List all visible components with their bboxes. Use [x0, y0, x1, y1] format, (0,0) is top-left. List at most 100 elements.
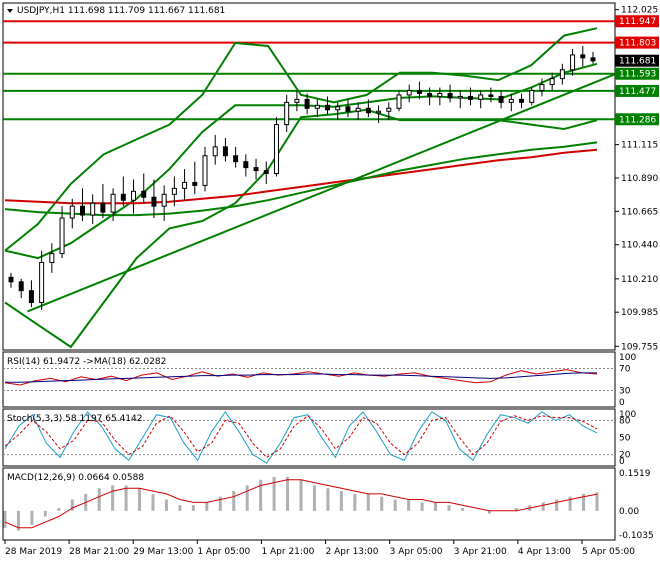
candle-body	[478, 94, 484, 100]
rsi-tick-label: 30	[619, 387, 631, 397]
moving-average-line	[4, 148, 598, 205]
macd-tick-label: 0.1519	[619, 469, 651, 479]
rsi-series-line	[5, 372, 597, 383]
panel-frame-stochastic	[2, 408, 616, 467]
candle-body	[273, 124, 279, 175]
candle-body	[182, 181, 188, 189]
candle-body	[355, 107, 361, 112]
x-tick-label: 5 Apr 05:00	[582, 547, 635, 557]
x-tick-label: 29 Mar 13:00	[133, 547, 193, 557]
candle-body	[49, 253, 55, 264]
candle-body	[171, 187, 177, 195]
candle-body	[202, 155, 208, 186]
candle-body	[90, 202, 96, 216]
price-tick-label: 111.115	[621, 141, 658, 151]
level-label-bg	[615, 113, 659, 126]
candle-body	[437, 92, 443, 97]
bollinger-upper	[4, 27, 598, 252]
candle-body	[69, 205, 75, 219]
candle-body	[18, 281, 24, 292]
candle-body	[28, 290, 34, 304]
candle-body	[294, 98, 300, 103]
candle-body	[447, 92, 453, 99]
x-tick-label: 1 Apr 21:00	[261, 547, 314, 557]
candle-body	[131, 190, 137, 201]
candle-body	[325, 104, 331, 111]
candle-body	[314, 104, 320, 109]
candle-body	[151, 196, 157, 207]
bollinger-lower	[4, 108, 598, 349]
stoch-title: Stoch(5,3,3) 58.1197 65.4142	[7, 414, 142, 424]
x-tick-label: 2 Apr 13:00	[326, 547, 379, 557]
candle-body	[212, 146, 218, 157]
candle-body	[508, 98, 514, 103]
candle-body	[39, 262, 45, 304]
price-tick-label: 109.755	[621, 342, 658, 352]
candle-body	[549, 78, 555, 86]
stoch-signal-line	[4, 415, 598, 459]
candle-body	[120, 193, 126, 201]
level-label-bg	[615, 15, 659, 28]
macd-signal-line	[4, 479, 598, 529]
x-tick-label: 28 Mar 21:00	[69, 547, 129, 557]
candle-body	[243, 161, 249, 169]
candle-body	[233, 155, 239, 163]
candle-body	[467, 95, 473, 100]
candle-body	[365, 107, 371, 114]
rsi-tick-label: 70	[619, 365, 631, 375]
macd-title: MACD(12,26,9) 0.0664 0.0588	[7, 473, 144, 483]
candle-body	[427, 92, 433, 97]
candle-body	[59, 217, 65, 255]
candle-body	[263, 170, 269, 175]
trendline	[27, 73, 616, 313]
candle-body	[304, 98, 310, 109]
x-tick-label: 28 Mar 2019	[5, 547, 62, 557]
bollinger-middle	[4, 62, 598, 260]
x-tick-label: 3 Apr 21:00	[454, 547, 507, 557]
panel-frame-price	[2, 2, 616, 351]
candle-body	[222, 146, 228, 157]
candle-body	[519, 98, 525, 103]
dropdown-triangle-icon	[7, 9, 13, 13]
candle-body	[396, 94, 402, 109]
x-tick-label: 1 Apr 05:00	[197, 547, 250, 557]
level-label-bg	[615, 36, 659, 49]
rsi-tick-label: 0	[619, 398, 625, 408]
level-label-bg	[615, 67, 659, 80]
rsi-tick-label: 100	[619, 353, 636, 363]
candle-body	[529, 89, 535, 103]
current-price-bg	[615, 54, 659, 67]
candle-body	[141, 190, 147, 198]
price-tick-label: 110.210	[621, 275, 658, 285]
panel-frame-rsi	[2, 351, 616, 408]
candle-body	[590, 57, 596, 62]
stoch-tick-label: 50	[619, 434, 631, 444]
candle-body	[79, 205, 85, 216]
level-label: 111.286	[619, 115, 656, 125]
level-label: 111.803	[619, 39, 656, 49]
candle-body	[457, 95, 463, 99]
level-label: 111.947	[619, 17, 656, 27]
level-label-bg	[615, 84, 659, 97]
stoch-tick-label: 0	[619, 457, 625, 467]
candle-body	[192, 181, 198, 186]
price-tick-label: 110.665	[621, 207, 658, 217]
stoch-main-line	[4, 411, 598, 464]
candle-body	[253, 167, 259, 172]
macd-tick-label: 0.00	[619, 507, 639, 517]
level-label: 111.477	[619, 87, 656, 97]
price-tick-label: 110.890	[621, 174, 658, 184]
candle-body	[580, 54, 586, 59]
candle-body	[345, 106, 351, 112]
candle-body	[8, 276, 14, 283]
candle-body	[559, 69, 565, 80]
moving-average-line	[4, 141, 598, 217]
price-tick-label: 109.985	[621, 308, 658, 318]
stoch-tick-label: 20	[619, 451, 631, 461]
candle-body	[539, 84, 545, 91]
price-title: USDJPY,H1 111.698 111.709 111.667 111.68…	[17, 6, 225, 16]
price-tick-label: 110.440	[621, 241, 658, 251]
candle-body	[416, 89, 422, 94]
